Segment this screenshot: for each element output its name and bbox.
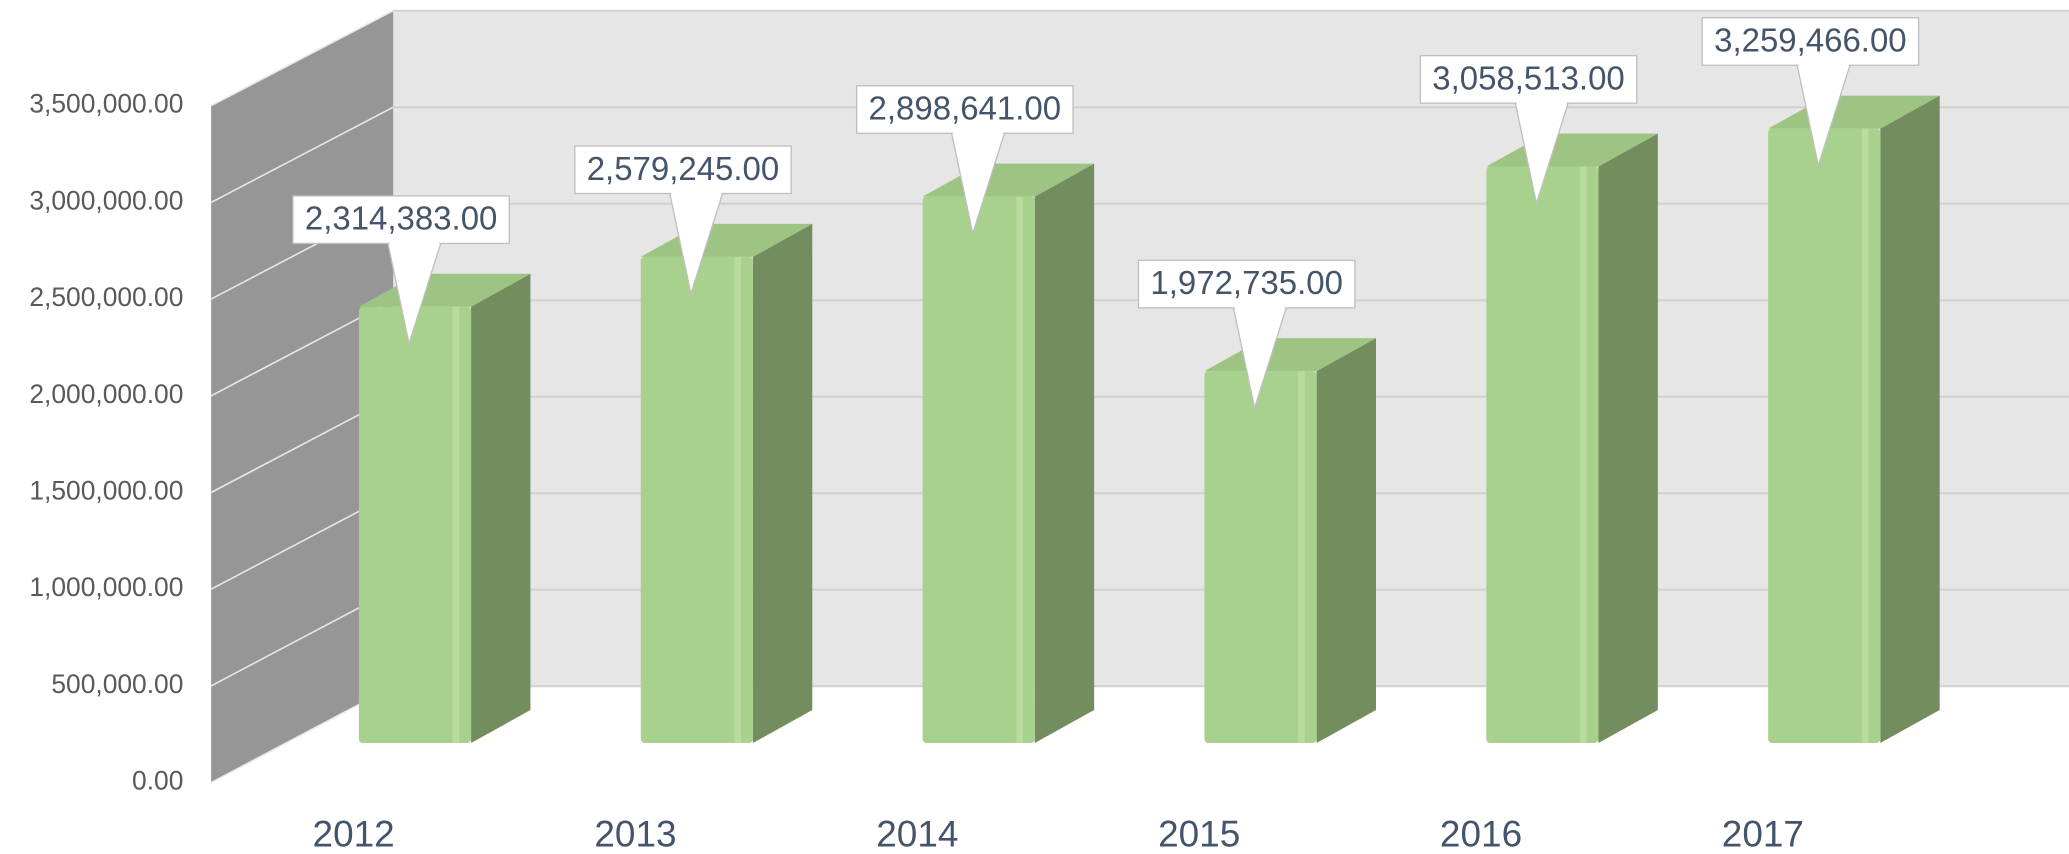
side-grid-line — [210, 9, 394, 107]
callout-box — [574, 145, 792, 195]
bar-side — [1034, 163, 1095, 744]
y-tick-label: 3,500,000.00 — [29, 89, 183, 119]
bar-side — [1880, 95, 1940, 744]
y-tick-label: 2,500,000.00 — [29, 282, 183, 312]
data-label: 3,058,513.00 — [1432, 59, 1625, 96]
bar-side — [471, 273, 531, 744]
bar — [640, 256, 753, 744]
callout-gap — [1516, 100, 1567, 106]
data-label: 1,972,735.00 — [1150, 264, 1343, 301]
y-tick-label: 0.00 — [132, 766, 183, 796]
bar-highlight — [1579, 166, 1587, 744]
data-label: 3,259,466.00 — [1714, 22, 1907, 59]
data-label: 2,898,641.00 — [869, 90, 1062, 127]
bar-side — [1598, 133, 1658, 744]
bar-side — [1316, 338, 1376, 744]
callout-gap — [389, 240, 440, 247]
bar-highlight — [1016, 196, 1023, 744]
callout-gap — [671, 190, 722, 197]
bar — [1486, 166, 1599, 744]
bar-side — [752, 223, 813, 744]
callout-box — [292, 195, 510, 245]
x-tick-label: 2012 — [313, 813, 395, 854]
bar-highlight — [734, 256, 742, 744]
data-label: 2,314,383.00 — [305, 200, 498, 237]
callout-box — [1137, 259, 1356, 309]
bar — [358, 306, 472, 744]
bar — [922, 196, 1035, 744]
bar — [1204, 371, 1317, 744]
callout-gap — [1234, 305, 1285, 311]
y-tick-label: 500,000.00 — [51, 669, 183, 699]
callout-gap — [1798, 62, 1849, 68]
y-tick-label: 1,500,000.00 — [29, 475, 183, 505]
data-label: 2,579,245.00 — [587, 150, 780, 187]
x-tick-label: 2015 — [1158, 813, 1240, 854]
callout-gap — [952, 130, 1004, 136]
x-tick-label: 2016 — [1440, 813, 1522, 854]
bar-highlight — [1861, 128, 1869, 744]
y-tick-label: 1,000,000.00 — [29, 572, 183, 602]
callout-box — [1701, 17, 1920, 66]
x-tick-label: 2014 — [876, 813, 958, 854]
callout-box — [855, 85, 1074, 134]
x-tick-label: 2013 — [594, 813, 676, 854]
side-grid-line — [210, 106, 394, 204]
bar — [1768, 128, 1881, 744]
y-tick-label: 2,000,000.00 — [29, 379, 183, 409]
bar-highlight — [452, 306, 460, 744]
x-tick-label: 2017 — [1722, 813, 1804, 854]
bar-highlight — [1298, 371, 1305, 744]
y-tick-label: 3,000,000.00 — [29, 185, 183, 215]
